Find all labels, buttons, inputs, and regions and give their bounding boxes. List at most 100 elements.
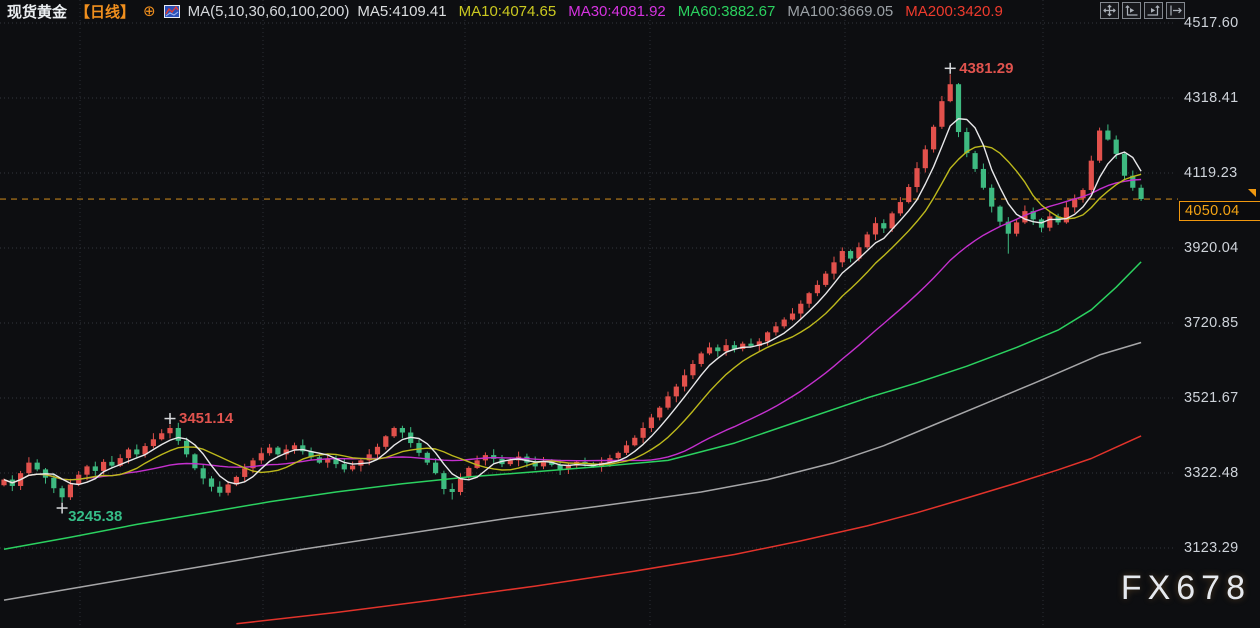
candle-body xyxy=(416,443,422,453)
candle-body xyxy=(765,332,771,342)
candle-body xyxy=(466,467,472,477)
candle-body xyxy=(101,461,107,471)
candle-body xyxy=(623,445,630,453)
candle-body xyxy=(175,427,181,441)
scale-axis-left-icon[interactable] xyxy=(1122,2,1141,19)
ma-group-label: MA(5,10,30,60,100,200) xyxy=(187,3,350,20)
candle-body xyxy=(225,484,231,493)
ma10-line xyxy=(3,145,1142,484)
candle-body xyxy=(350,465,356,470)
ma-value: MA5:4109.41 xyxy=(357,3,447,20)
ma-indicator-icon[interactable] xyxy=(163,5,180,18)
ma30-line xyxy=(3,178,1142,484)
candle-body xyxy=(989,187,995,207)
candle-body xyxy=(632,437,638,446)
price-axis-label: 4517.60 xyxy=(1184,15,1239,31)
candle-body xyxy=(84,466,90,475)
candle-body xyxy=(1005,221,1011,234)
candle-body xyxy=(789,313,796,320)
candle-body xyxy=(648,417,654,428)
candle-body xyxy=(773,326,779,333)
extreme-price-label: 3451.14 xyxy=(179,410,234,427)
candle-body xyxy=(856,247,862,259)
candle-body xyxy=(250,460,256,469)
candle-body xyxy=(706,347,713,354)
ma-value: MA30:4081.92 xyxy=(568,3,666,20)
candle-body xyxy=(233,476,239,485)
candle-body xyxy=(300,445,306,452)
candle-body xyxy=(872,223,879,235)
candle-body xyxy=(366,454,372,461)
candle-body xyxy=(955,84,962,133)
candle-body xyxy=(208,478,215,487)
price-pointer-icon xyxy=(1248,189,1256,198)
extreme-price-label: 4381.29 xyxy=(959,60,1013,77)
candle-body xyxy=(939,101,945,127)
circle-plus-icon[interactable]: ⊕ xyxy=(143,3,156,20)
candle-body xyxy=(906,187,912,203)
ma-value: MA10:4074.65 xyxy=(458,3,557,20)
candle-body xyxy=(1088,160,1094,191)
price-axis-label: 3521.67 xyxy=(1184,389,1239,406)
price-axis-label: 3123.29 xyxy=(1184,539,1239,556)
candle-body xyxy=(134,449,140,455)
candle-body xyxy=(972,153,978,169)
candle-body xyxy=(474,460,480,468)
candle-body xyxy=(399,427,405,433)
candle-body xyxy=(457,476,464,492)
candle-body xyxy=(806,293,812,304)
ma200-line xyxy=(236,435,1142,625)
candle-body xyxy=(34,462,40,470)
chart-header: 现货黄金 【日线】 ⊕ MA(5,10,30,60,100,200) MA5:4… xyxy=(7,2,1003,21)
candle-body xyxy=(657,407,663,418)
candle-body xyxy=(1121,153,1128,176)
v-gridlines xyxy=(79,0,1044,628)
candle-body xyxy=(1105,130,1111,140)
candle-body xyxy=(682,375,688,387)
candle-body xyxy=(740,343,746,349)
last-price-box: 4050.04 xyxy=(1179,201,1260,222)
shift-chart-right-icon[interactable] xyxy=(1166,2,1185,19)
candle-body xyxy=(308,451,314,458)
candle-body xyxy=(748,343,754,346)
candle-body xyxy=(1030,211,1036,220)
candle-body xyxy=(26,462,32,474)
ma60-line xyxy=(3,261,1142,550)
candle-body xyxy=(1047,216,1053,228)
candle-body xyxy=(433,462,439,474)
candle-body xyxy=(698,353,704,364)
candle-body xyxy=(383,436,389,447)
candle-body xyxy=(781,319,787,327)
ma100-line xyxy=(3,341,1142,601)
candle-body xyxy=(92,466,98,471)
candle-body xyxy=(839,251,845,263)
candle-body xyxy=(798,303,804,314)
candle-body xyxy=(557,464,563,470)
candle-body xyxy=(1138,187,1144,200)
candles-layer xyxy=(1,74,1144,503)
price-axis-label: 3322.48 xyxy=(1184,464,1239,481)
candle-body xyxy=(1,479,7,486)
candle-body xyxy=(341,464,347,470)
candle-body xyxy=(922,149,928,169)
candle-body xyxy=(640,427,646,438)
candle-body xyxy=(1097,130,1103,161)
candle-body xyxy=(258,453,264,461)
candle-body xyxy=(1022,211,1028,223)
candle-body xyxy=(831,262,837,274)
extreme-price-label: 3245.38 xyxy=(68,508,122,525)
candle-body xyxy=(897,202,903,214)
price-axis-label: 4119.23 xyxy=(1184,164,1238,181)
candle-body xyxy=(59,488,65,498)
move-chart-icon[interactable] xyxy=(1100,2,1119,19)
candle-body xyxy=(565,465,571,470)
candle-body xyxy=(823,273,829,285)
candle-body xyxy=(947,84,953,102)
candle-body xyxy=(690,363,696,376)
candle-body xyxy=(1130,175,1136,188)
scale-axis-right-icon[interactable] xyxy=(1144,2,1163,19)
candle-body xyxy=(150,439,156,447)
candle-body xyxy=(125,449,132,459)
ma-value: MA200:3420.9 xyxy=(905,3,1003,20)
